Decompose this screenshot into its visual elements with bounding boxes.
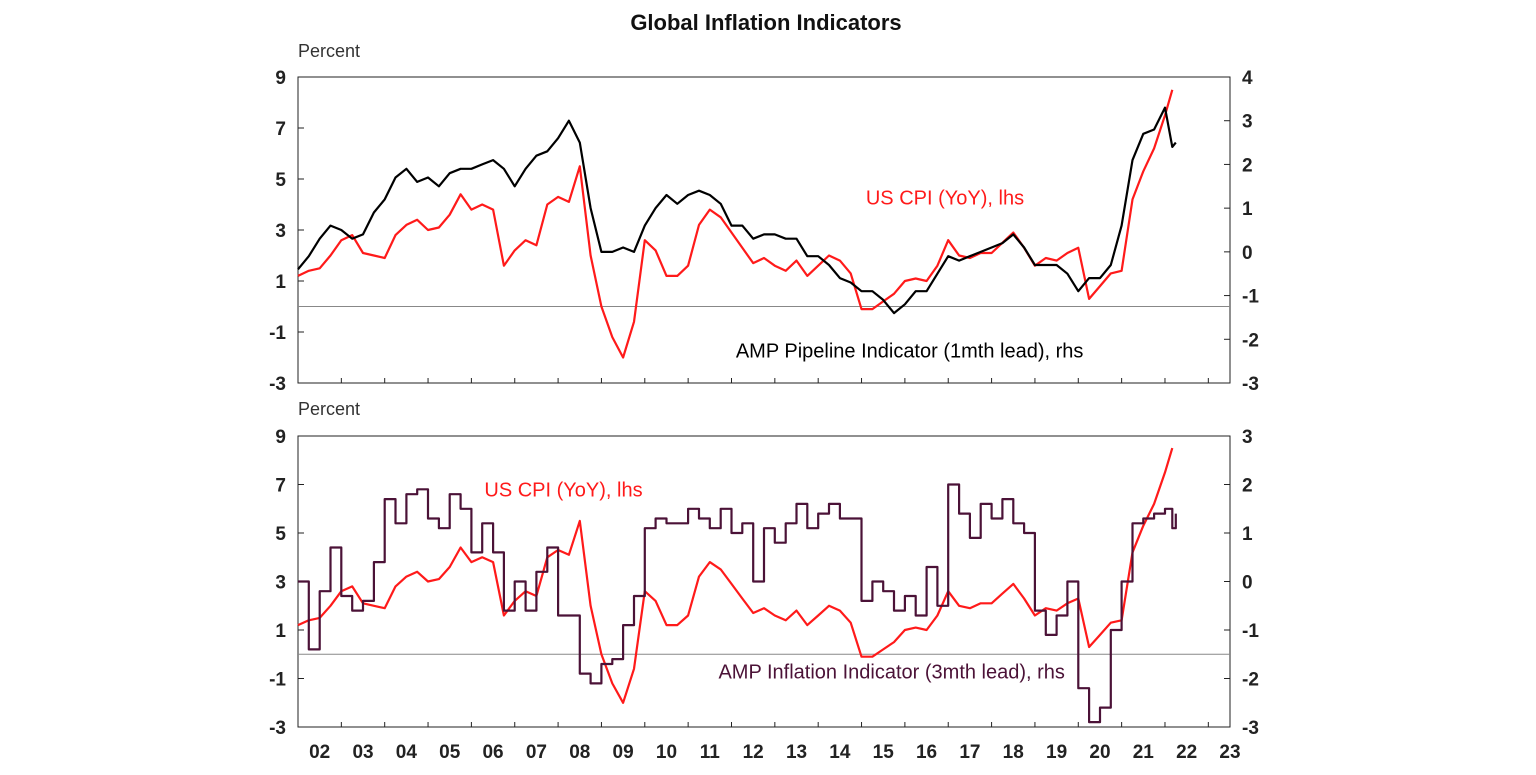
- x-tick-label: 08: [569, 742, 590, 763]
- panel-top-right-tick-label: 0: [1242, 243, 1253, 264]
- x-tick-label: 15: [873, 742, 895, 763]
- x-tick-label: 11: [700, 742, 721, 763]
- x-tick-label: 07: [526, 742, 547, 763]
- panel-top-annotation-cpi: US CPI (YoY), lhs: [866, 188, 1024, 210]
- panel-top-right-tick-label: -1: [1242, 287, 1259, 308]
- x-tick-label: 06: [482, 742, 503, 763]
- panel-bottom-series-cpi: [297, 447, 1174, 704]
- x-tick-label: 17: [959, 742, 980, 763]
- panel-bottom-right-tick-label: -3: [1242, 718, 1259, 739]
- panel-bottom-unit-label: Percent: [298, 399, 360, 419]
- x-tick-label: 22: [1176, 742, 1197, 763]
- panel-top-unit-label: Percent: [298, 41, 360, 61]
- panel-bottom-left-tick-label: -3: [269, 718, 286, 739]
- x-tick-label: 21: [1133, 742, 1155, 763]
- panel-bottom-right-tick-label: 1: [1242, 524, 1253, 545]
- panel-bottom-right-tick-label: -2: [1242, 670, 1259, 691]
- panel-top-right-tick-label: 1: [1242, 199, 1253, 220]
- x-tick-label: 14: [829, 742, 851, 763]
- chart-title: Global Inflation Indicators: [630, 10, 901, 35]
- x-tick-label: 23: [1219, 742, 1240, 763]
- panel-bottom-left-tick-label: -1: [269, 670, 286, 691]
- x-tick-label: 13: [786, 742, 807, 763]
- x-tick-label: 19: [1046, 742, 1067, 763]
- panel-bottom-right-tick-label: -1: [1242, 621, 1259, 642]
- panel-top-frame: [297, 76, 1231, 384]
- panel-bottom-annotation-inflation: AMP Inflation Indicator (3mth lead), rhs: [718, 662, 1064, 684]
- x-tick-label: 12: [743, 742, 764, 763]
- panel-top-right-tick-label: -3: [1242, 374, 1259, 395]
- panel-top-annotation-pipeline: AMP Pipeline Indicator (1mth lead), rhs: [736, 341, 1084, 363]
- x-tick-label: 18: [1003, 742, 1024, 763]
- panel-top-left-tick-label: 3: [275, 221, 286, 242]
- panel-bottom-left-tick-label: 1: [275, 621, 286, 642]
- panel-top-left-tick-label: -1: [269, 323, 286, 344]
- panel-bottom-right-tick-label: 2: [1242, 476, 1253, 497]
- panel-top-right-tick-label: 3: [1242, 112, 1253, 133]
- panel-top-right-tick-label: 4: [1242, 68, 1253, 89]
- panel-bottom-annotation-cpi: US CPI (YoY), lhs: [484, 480, 642, 502]
- panel-bottom-series-inflation: [298, 483, 1177, 724]
- x-tick-label: 04: [396, 742, 418, 763]
- panel-top-left-tick-label: 5: [275, 170, 286, 191]
- x-tick-label: 20: [1089, 742, 1110, 763]
- panel-top-right-tick-label: -2: [1242, 330, 1259, 351]
- panel-top-left-tick-label: -3: [269, 374, 286, 395]
- panel-top: Percent US CPI (YoY), lhs AMP Pipeline I…: [269, 41, 1259, 395]
- x-tick-label: 10: [656, 742, 677, 763]
- x-tick-label: 09: [613, 742, 634, 763]
- panel-bottom-right-tick-label: 3: [1242, 427, 1253, 448]
- x-tick-label: 16: [916, 742, 937, 763]
- x-axis: 02 03 04 05 06 07 08 09 10 11 12 13 14 15 16 17 18 19 20 21…: [309, 742, 1240, 763]
- panel-bottom: Percent US CPI (YoY), lhs AMP Inflation …: [269, 399, 1259, 739]
- panel-bottom-left-tick-label: 3: [275, 573, 286, 594]
- x-tick-label: 03: [352, 742, 373, 763]
- panel-top-series-cpi: [297, 89, 1174, 359]
- panel-bottom-left-tick-label: 9: [275, 427, 286, 448]
- panel-top-left-tick-label: 1: [275, 272, 286, 293]
- panel-top-left-tick-label: 7: [275, 119, 286, 140]
- panel-top-series-pipeline: [297, 106, 1177, 315]
- panel-bottom-left-tick-label: 7: [275, 476, 286, 497]
- panel-bottom-left-tick-label: 5: [275, 524, 286, 545]
- panel-top-left-tick-label: 9: [275, 68, 286, 89]
- panel-top-right-tick-label: 2: [1242, 155, 1253, 176]
- x-tick-label: 02: [309, 742, 330, 763]
- panel-bottom-right-tick-label: 0: [1242, 573, 1253, 594]
- x-tick-label: 05: [439, 742, 461, 763]
